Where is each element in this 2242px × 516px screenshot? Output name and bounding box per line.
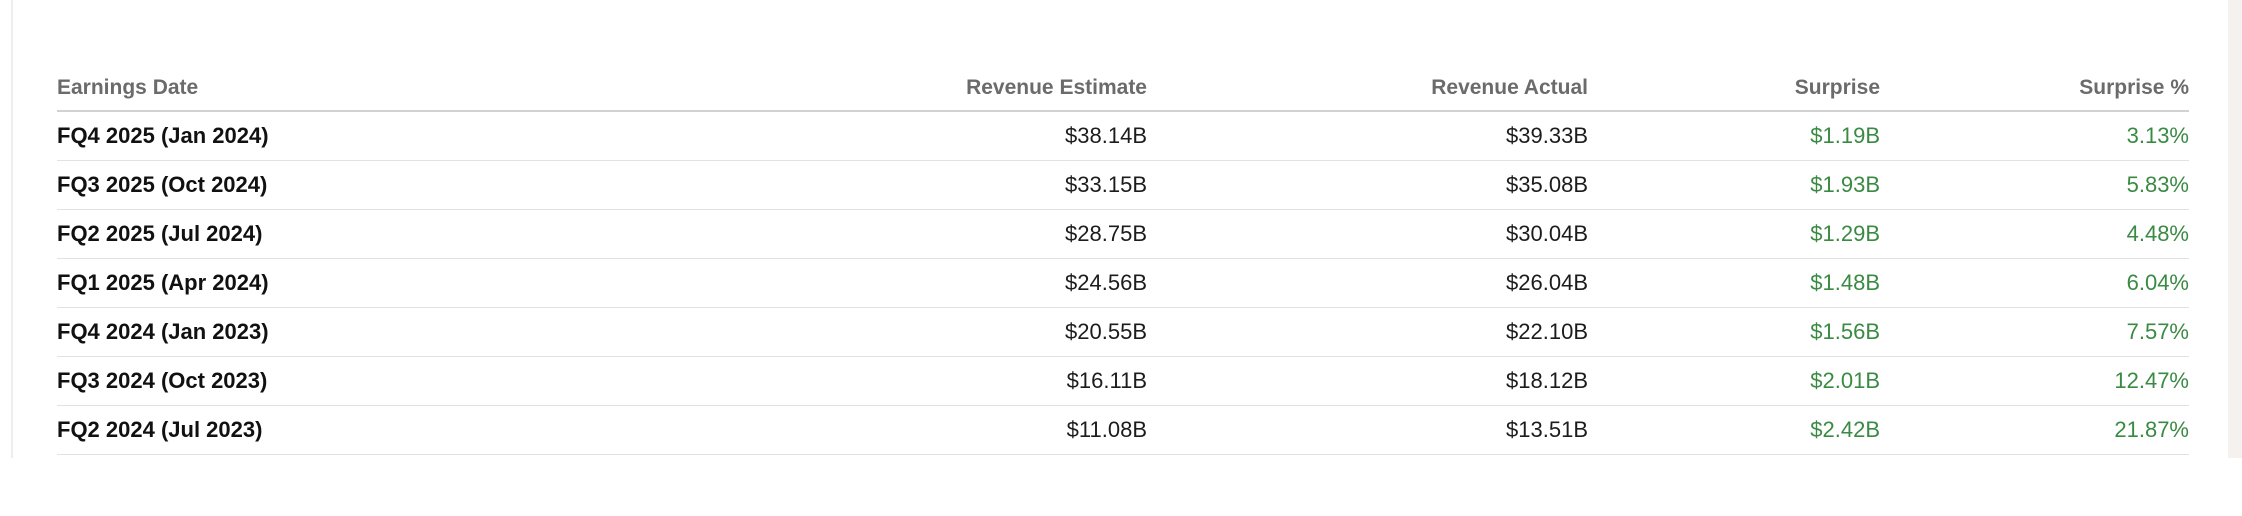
scrollbar-track[interactable] <box>2228 0 2242 458</box>
revenue-estimate-cell: $33.15B <box>860 160 1147 210</box>
earnings-date-cell: FQ2 2024 (Jul 2023) <box>57 405 860 455</box>
column-header-surprise-percent[interactable]: Surprise % <box>1880 66 2189 112</box>
table-row: FQ2 2025 (Jul 2024) $28.75B $30.04B $1.2… <box>57 209 2189 259</box>
revenue-actual-cell: $22.10B <box>1147 307 1588 357</box>
table-header-row: Earnings Date Revenue Estimate Revenue A… <box>57 66 2189 112</box>
earnings-date-cell: FQ4 2025 (Jan 2024) <box>57 111 860 161</box>
column-header-revenue-actual[interactable]: Revenue Actual <box>1147 66 1588 112</box>
earnings-date-cell: FQ3 2024 (Oct 2023) <box>57 356 860 406</box>
surprise-percent-cell: 4.48% <box>1880 209 2189 259</box>
revenue-actual-cell: $26.04B <box>1147 258 1588 308</box>
table-body: FQ4 2025 (Jan 2024) $38.14B $39.33B $1.1… <box>57 111 2189 455</box>
column-header-earnings-date[interactable]: Earnings Date <box>57 66 860 112</box>
revenue-estimate-cell: $38.14B <box>860 111 1147 161</box>
surprise-percent-cell: 6.04% <box>1880 258 2189 308</box>
surprise-cell: $1.93B <box>1588 160 1880 210</box>
table-row: FQ4 2025 (Jan 2024) $38.14B $39.33B $1.1… <box>57 111 2189 161</box>
earnings-date-cell: FQ2 2025 (Jul 2024) <box>57 209 860 259</box>
earnings-table: Earnings Date Revenue Estimate Revenue A… <box>57 66 2189 455</box>
table-row: FQ1 2025 (Apr 2024) $24.56B $26.04B $1.4… <box>57 258 2189 308</box>
surprise-percent-cell: 5.83% <box>1880 160 2189 210</box>
surprise-percent-cell: 12.47% <box>1880 356 2189 406</box>
column-header-revenue-estimate[interactable]: Revenue Estimate <box>860 66 1147 112</box>
surprise-percent-cell: 7.57% <box>1880 307 2189 357</box>
surprise-cell: $1.56B <box>1588 307 1880 357</box>
table-row: FQ4 2024 (Jan 2023) $20.55B $22.10B $1.5… <box>57 307 2189 357</box>
revenue-estimate-cell: $16.11B <box>860 356 1147 406</box>
earnings-date-cell: FQ1 2025 (Apr 2024) <box>57 258 860 308</box>
earnings-date-cell: FQ4 2024 (Jan 2023) <box>57 307 860 357</box>
revenue-actual-cell: $30.04B <box>1147 209 1588 259</box>
revenue-actual-cell: $13.51B <box>1147 405 1588 455</box>
revenue-estimate-cell: $11.08B <box>860 405 1147 455</box>
table-row: FQ2 2024 (Jul 2023) $11.08B $13.51B $2.4… <box>57 405 2189 455</box>
surprise-percent-cell: 21.87% <box>1880 405 2189 455</box>
revenue-actual-cell: $35.08B <box>1147 160 1588 210</box>
revenue-estimate-cell: $24.56B <box>860 258 1147 308</box>
content-left-divider <box>11 0 13 458</box>
surprise-cell: $1.48B <box>1588 258 1880 308</box>
table-row: FQ3 2025 (Oct 2024) $33.15B $35.08B $1.9… <box>57 160 2189 210</box>
revenue-actual-cell: $39.33B <box>1147 111 1588 161</box>
surprise-cell: $2.42B <box>1588 405 1880 455</box>
table-header: Earnings Date Revenue Estimate Revenue A… <box>57 66 2189 112</box>
revenue-actual-cell: $18.12B <box>1147 356 1588 406</box>
revenue-estimate-cell: $20.55B <box>860 307 1147 357</box>
surprise-cell: $1.19B <box>1588 111 1880 161</box>
surprise-percent-cell: 3.13% <box>1880 111 2189 161</box>
surprise-cell: $2.01B <box>1588 356 1880 406</box>
table-row: FQ3 2024 (Oct 2023) $16.11B $18.12B $2.0… <box>57 356 2189 406</box>
revenue-estimate-cell: $28.75B <box>860 209 1147 259</box>
earnings-date-cell: FQ3 2025 (Oct 2024) <box>57 160 860 210</box>
surprise-cell: $1.29B <box>1588 209 1880 259</box>
column-header-surprise[interactable]: Surprise <box>1588 66 1880 112</box>
